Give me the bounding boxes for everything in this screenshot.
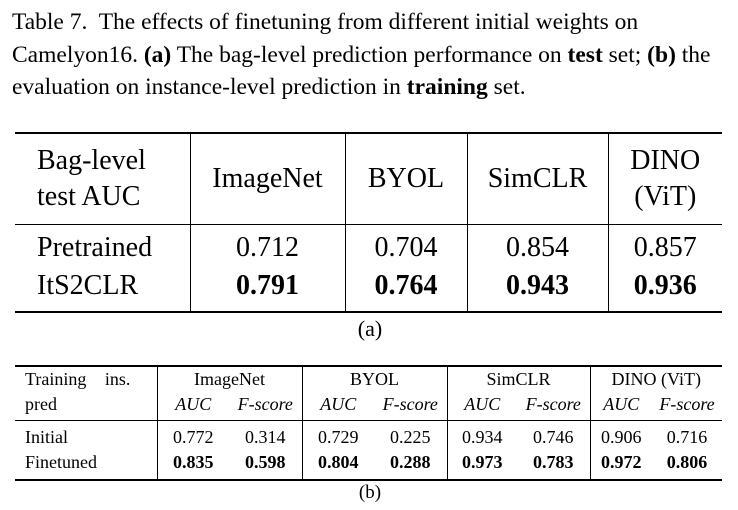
cell: 0.806 bbox=[666, 452, 708, 472]
cell: 0.729 bbox=[301, 420, 374, 450]
table-caption: Table 7. The effects of finetuning from … bbox=[12, 9, 711, 100]
table-a: Bag-level test AUC ImageNet BYOL SimCLR D… bbox=[15, 132, 722, 313]
metric-header: AUC bbox=[464, 394, 501, 414]
table-row: Initial 0.772 0.314 0.729 0.225 0.934 0.746… bbox=[15, 420, 722, 450]
table-row: ItS2CLR 0.791 0.764 0.943 0.936 bbox=[15, 267, 722, 312]
table-b: Training ins. ImageNet BYOL SimCLR DINO … bbox=[15, 365, 722, 481]
cell: 0.804 bbox=[301, 450, 374, 480]
cell: 0.783 bbox=[533, 452, 574, 472]
metric-header: AUC bbox=[603, 394, 640, 414]
cell: 0.854 bbox=[466, 224, 608, 267]
corner-header: Training ins. bbox=[25, 369, 131, 389]
cell: 0.746 bbox=[533, 427, 574, 447]
col-header: BYOL bbox=[301, 366, 447, 392]
cell: 0.934 bbox=[446, 420, 517, 450]
row-label: Pretrained bbox=[37, 232, 153, 263]
col-header: SimCLR bbox=[446, 366, 590, 392]
subtable-label: (b) bbox=[358, 482, 382, 503]
cell: 0.972 bbox=[589, 450, 652, 480]
row-label: Initial bbox=[25, 427, 68, 447]
cell: 0.943 bbox=[466, 267, 608, 312]
cell: 0.288 bbox=[390, 452, 431, 472]
cell: 0.314 bbox=[245, 427, 286, 447]
subtable-label: (a) bbox=[357, 316, 383, 341]
table-row: Finetuned 0.835 0.598 0.804 0.288 0.973 0.7… bbox=[15, 450, 722, 480]
col-header: BYOL bbox=[344, 133, 467, 225]
metric-header: F-score bbox=[659, 394, 715, 414]
cell: 0.973 bbox=[446, 450, 517, 480]
metric-header: AUC bbox=[175, 394, 212, 414]
corner-header: pred bbox=[15, 392, 157, 421]
cell: 0.598 bbox=[245, 452, 286, 472]
col-header: DINO (ViT) bbox=[607, 133, 722, 225]
cell: 0.906 bbox=[589, 420, 652, 450]
table-row: Pretrained 0.712 0.704 0.854 0.857 bbox=[15, 224, 722, 267]
corner-header: Bag-level test AUC bbox=[15, 133, 190, 225]
row-label: ItS2CLR bbox=[37, 270, 139, 301]
metric-header: F-score bbox=[237, 394, 293, 414]
metric-header: F-score bbox=[382, 394, 438, 414]
cell: 0.772 bbox=[156, 420, 229, 450]
cell: 0.225 bbox=[390, 427, 431, 447]
metric-header: AUC bbox=[320, 394, 357, 414]
col-header: ImageNet bbox=[189, 133, 345, 225]
cell: 0.764 bbox=[344, 267, 467, 312]
cell: 0.936 bbox=[607, 267, 722, 312]
cell: 0.857 bbox=[607, 224, 722, 267]
cell: 0.712 bbox=[189, 224, 345, 267]
col-header: ImageNet bbox=[156, 366, 302, 392]
cell: 0.835 bbox=[156, 450, 229, 480]
cell: 0.716 bbox=[666, 427, 708, 447]
col-header: SimCLR bbox=[466, 133, 608, 225]
metric-header: F-score bbox=[525, 394, 581, 414]
cell: 0.704 bbox=[344, 224, 467, 267]
cell: 0.791 bbox=[189, 267, 345, 312]
col-header: DINO (ViT) bbox=[589, 366, 722, 392]
row-label: Finetuned bbox=[25, 452, 97, 472]
